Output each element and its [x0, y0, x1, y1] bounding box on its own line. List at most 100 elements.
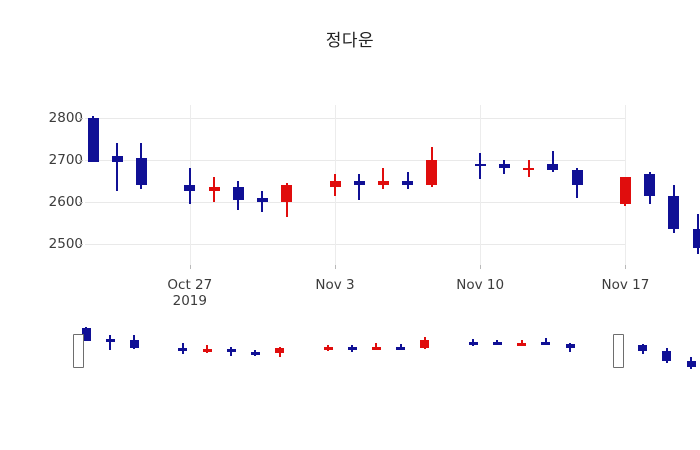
x-axis-tick-label: Oct 27 2019 — [167, 277, 213, 309]
page-title: 정다운 — [325, 31, 375, 51]
candlestick-bar[interactable] — [208, 105, 220, 265]
gridline-horizontal — [85, 201, 625, 203]
candlestick-bar[interactable] — [402, 105, 414, 265]
x-axis-tick-mark — [480, 265, 482, 269]
overview-candle-wick — [375, 342, 378, 350]
candlestick-bar[interactable] — [281, 105, 293, 265]
range-handle-left[interactable] — [73, 334, 84, 368]
candlestick-bar[interactable] — [644, 105, 656, 265]
overview-candlestick-bar — [275, 318, 285, 380]
gridline-horizontal — [85, 159, 625, 161]
range-handle-right[interactable] — [613, 334, 624, 368]
x-axis-tick-mark — [189, 265, 191, 269]
overview-candlestick-bar — [347, 318, 357, 380]
candlestick-bar[interactable] — [232, 105, 244, 265]
gridline-horizontal — [85, 117, 625, 119]
overview-candle-body — [81, 327, 91, 342]
overview-candlestick-bar — [178, 318, 188, 380]
candle-body — [668, 195, 680, 230]
candlestick-bar[interactable] — [256, 105, 268, 265]
y-axis-tick-label: 2800 — [48, 109, 83, 126]
overview-candlestick-bar — [202, 318, 212, 380]
overview-candle-body — [662, 351, 672, 362]
overview-candle-wick — [520, 340, 523, 346]
overview-candle-body — [638, 344, 648, 352]
candlestick-bar[interactable] — [329, 105, 341, 265]
candle-body — [547, 163, 559, 171]
y-axis-tick-mark — [79, 201, 83, 203]
overview-candlestick-bar — [565, 318, 575, 380]
x-axis: Oct 27 2019 Nov 3 Nov 10 Nov 17 — [85, 265, 649, 311]
candle-body — [281, 185, 293, 202]
overview-candle-body — [420, 340, 430, 348]
candlestick-bar[interactable] — [619, 105, 631, 265]
candlestick-plot — [85, 105, 700, 265]
candlestick-bar[interactable] — [353, 105, 365, 265]
candle-body — [329, 180, 341, 188]
candle-body — [208, 187, 220, 192]
candle-body — [353, 180, 365, 185]
overview-candle-body — [129, 339, 139, 348]
candlestick-bar[interactable] — [692, 105, 700, 265]
overview-candle-body — [275, 348, 285, 354]
candle-body — [474, 163, 486, 167]
overview-candle-wick — [109, 335, 112, 350]
candle-body — [498, 163, 510, 169]
candlestick-bar[interactable] — [498, 105, 510, 265]
candle-body — [402, 180, 414, 185]
range-overview-panel[interactable] — [60, 318, 696, 380]
overview-candlestick-bar — [492, 318, 502, 380]
candle-body — [644, 174, 656, 196]
overview-candlestick-bar — [105, 318, 115, 380]
candle-body — [87, 117, 99, 162]
candle-wick — [551, 151, 554, 173]
candlestick-bar[interactable] — [668, 105, 680, 265]
overview-candlestick-bar — [396, 318, 406, 380]
gridline-horizontal — [85, 243, 625, 245]
candlestick-bar[interactable] — [523, 105, 535, 265]
overview-candle-body — [468, 341, 478, 345]
overview-candlestick-bar — [129, 318, 139, 380]
x-axis-tick-label: Nov 3 — [315, 277, 355, 293]
overview-candle-body — [565, 343, 575, 348]
gridline-vertical — [480, 105, 482, 265]
overview-candlestick-bar — [468, 318, 478, 380]
overview-candle-body — [178, 348, 188, 351]
overview-candle-body — [517, 342, 527, 346]
candle-body — [256, 197, 268, 202]
overview-candlestick-bar — [371, 318, 381, 380]
candlestick-bar[interactable] — [426, 105, 438, 265]
overview-candle-body — [250, 351, 260, 355]
overview-candle-body — [323, 346, 333, 350]
candlestick-bar[interactable] — [547, 105, 559, 265]
candlestick-bar[interactable] — [474, 105, 486, 265]
candle-body — [523, 168, 535, 171]
y-axis: 2500 2600 2700 2800 — [15, 105, 83, 265]
overview-candle-body — [371, 346, 381, 350]
overview-candlestick-bar — [81, 318, 91, 380]
overview-candlestick-bar — [420, 318, 430, 380]
overview-candle-body — [202, 348, 212, 352]
candlestick-bar[interactable] — [571, 105, 583, 265]
y-axis-tick-mark — [79, 117, 83, 119]
candle-body — [692, 229, 700, 249]
overview-candle-wick — [544, 337, 547, 345]
overview-candle-body — [492, 341, 502, 345]
y-axis-tick-mark — [79, 159, 83, 161]
x-axis-year-label: 2019 — [172, 293, 207, 309]
candlestick-bar[interactable] — [87, 105, 99, 265]
overview-candle-body — [686, 361, 696, 367]
overview-candle-body — [541, 341, 551, 345]
y-axis-tick-label: 2700 — [48, 151, 83, 168]
candle-body — [571, 170, 583, 185]
candle-wick — [382, 168, 385, 190]
y-axis-tick-label: 2500 — [48, 235, 83, 252]
candle-body — [619, 176, 631, 204]
candlestick-bar[interactable] — [184, 105, 196, 265]
candlestick-bar[interactable] — [377, 105, 389, 265]
candlestick-bar[interactable] — [135, 105, 147, 265]
candle-body — [377, 180, 389, 185]
overview-candle-wick — [399, 344, 402, 350]
candle-body — [111, 155, 123, 162]
candlestick-bar[interactable] — [111, 105, 123, 265]
